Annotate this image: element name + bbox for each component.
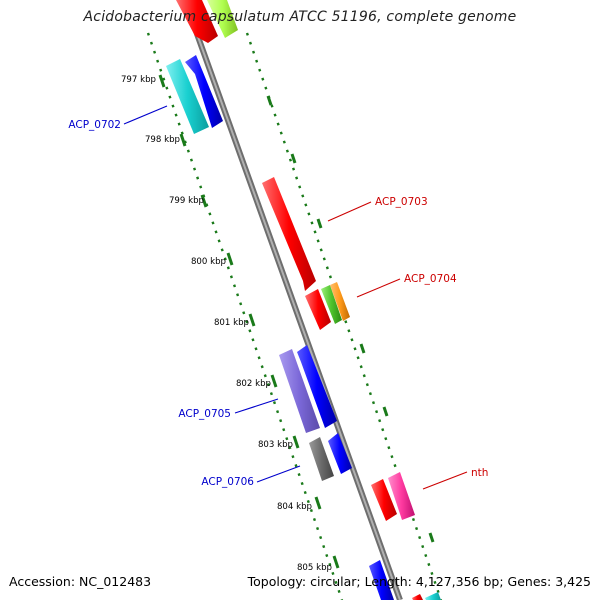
inner-dotted-track	[146, 32, 344, 600]
gene-label-nth[interactable]: nth	[471, 467, 488, 479]
outer-tick-marks	[266, 95, 435, 543]
gene-acp0704-green[interactable]	[321, 285, 342, 324]
gene-nth-red[interactable]	[371, 479, 397, 521]
gene-acp0703[interactable]	[262, 177, 316, 291]
gene-bottom-red[interactable]	[412, 594, 423, 600]
gene-bottom-cyan[interactable]	[425, 592, 441, 600]
gene-803-blue[interactable]	[328, 433, 352, 474]
tick-label-797: 797 kbp	[121, 75, 156, 85]
gene-label-acp0704[interactable]: ACP_0704	[404, 273, 457, 285]
genome-summary-text: Topology: circular; Length: 4,127,356 bp…	[247, 574, 591, 589]
accession-text: Accession: NC_012483	[9, 574, 152, 589]
gene-top-red[interactable]	[176, 0, 218, 43]
tick-label-802: 802 kbp	[236, 379, 271, 389]
gene-label-acp0702[interactable]: ACP_0702	[68, 119, 121, 131]
gene-802-blue[interactable]	[297, 345, 337, 428]
gene-acp0705[interactable]	[279, 349, 320, 433]
tick-label-805: 805 kbp	[297, 563, 332, 573]
tick-label-799: 799 kbp	[169, 196, 204, 206]
gene-top-lime[interactable]	[207, 0, 238, 38]
gene-label-acp0706[interactable]: ACP_0706	[201, 476, 254, 488]
gene-nth[interactable]	[388, 472, 415, 520]
tick-label-800: 800 kbp	[191, 257, 226, 267]
gene-804-red-small[interactable]	[305, 289, 331, 330]
gene-acp0702[interactable]	[166, 59, 209, 134]
gene-bottom-blue[interactable]	[369, 560, 394, 600]
gene-label-acp0705[interactable]: ACP_0705	[178, 408, 231, 420]
tick-label-804: 804 kbp	[277, 502, 312, 512]
gene-acp0704-orange[interactable]	[330, 282, 350, 321]
tick-label-798: 798 kbp	[145, 135, 180, 145]
map-title: Acidobacterium capsulatum ATCC 51196, co…	[83, 9, 517, 25]
tick-marks	[158, 74, 340, 569]
tick-label-803: 803 kbp	[258, 440, 293, 450]
leader-lines	[123, 105, 468, 490]
gene-797-blue[interactable]	[185, 55, 223, 128]
gene-label-acp0703[interactable]: ACP_0703	[375, 196, 428, 208]
gene-acp0706[interactable]	[309, 437, 334, 481]
tick-label-801: 801 kbp	[214, 318, 249, 328]
